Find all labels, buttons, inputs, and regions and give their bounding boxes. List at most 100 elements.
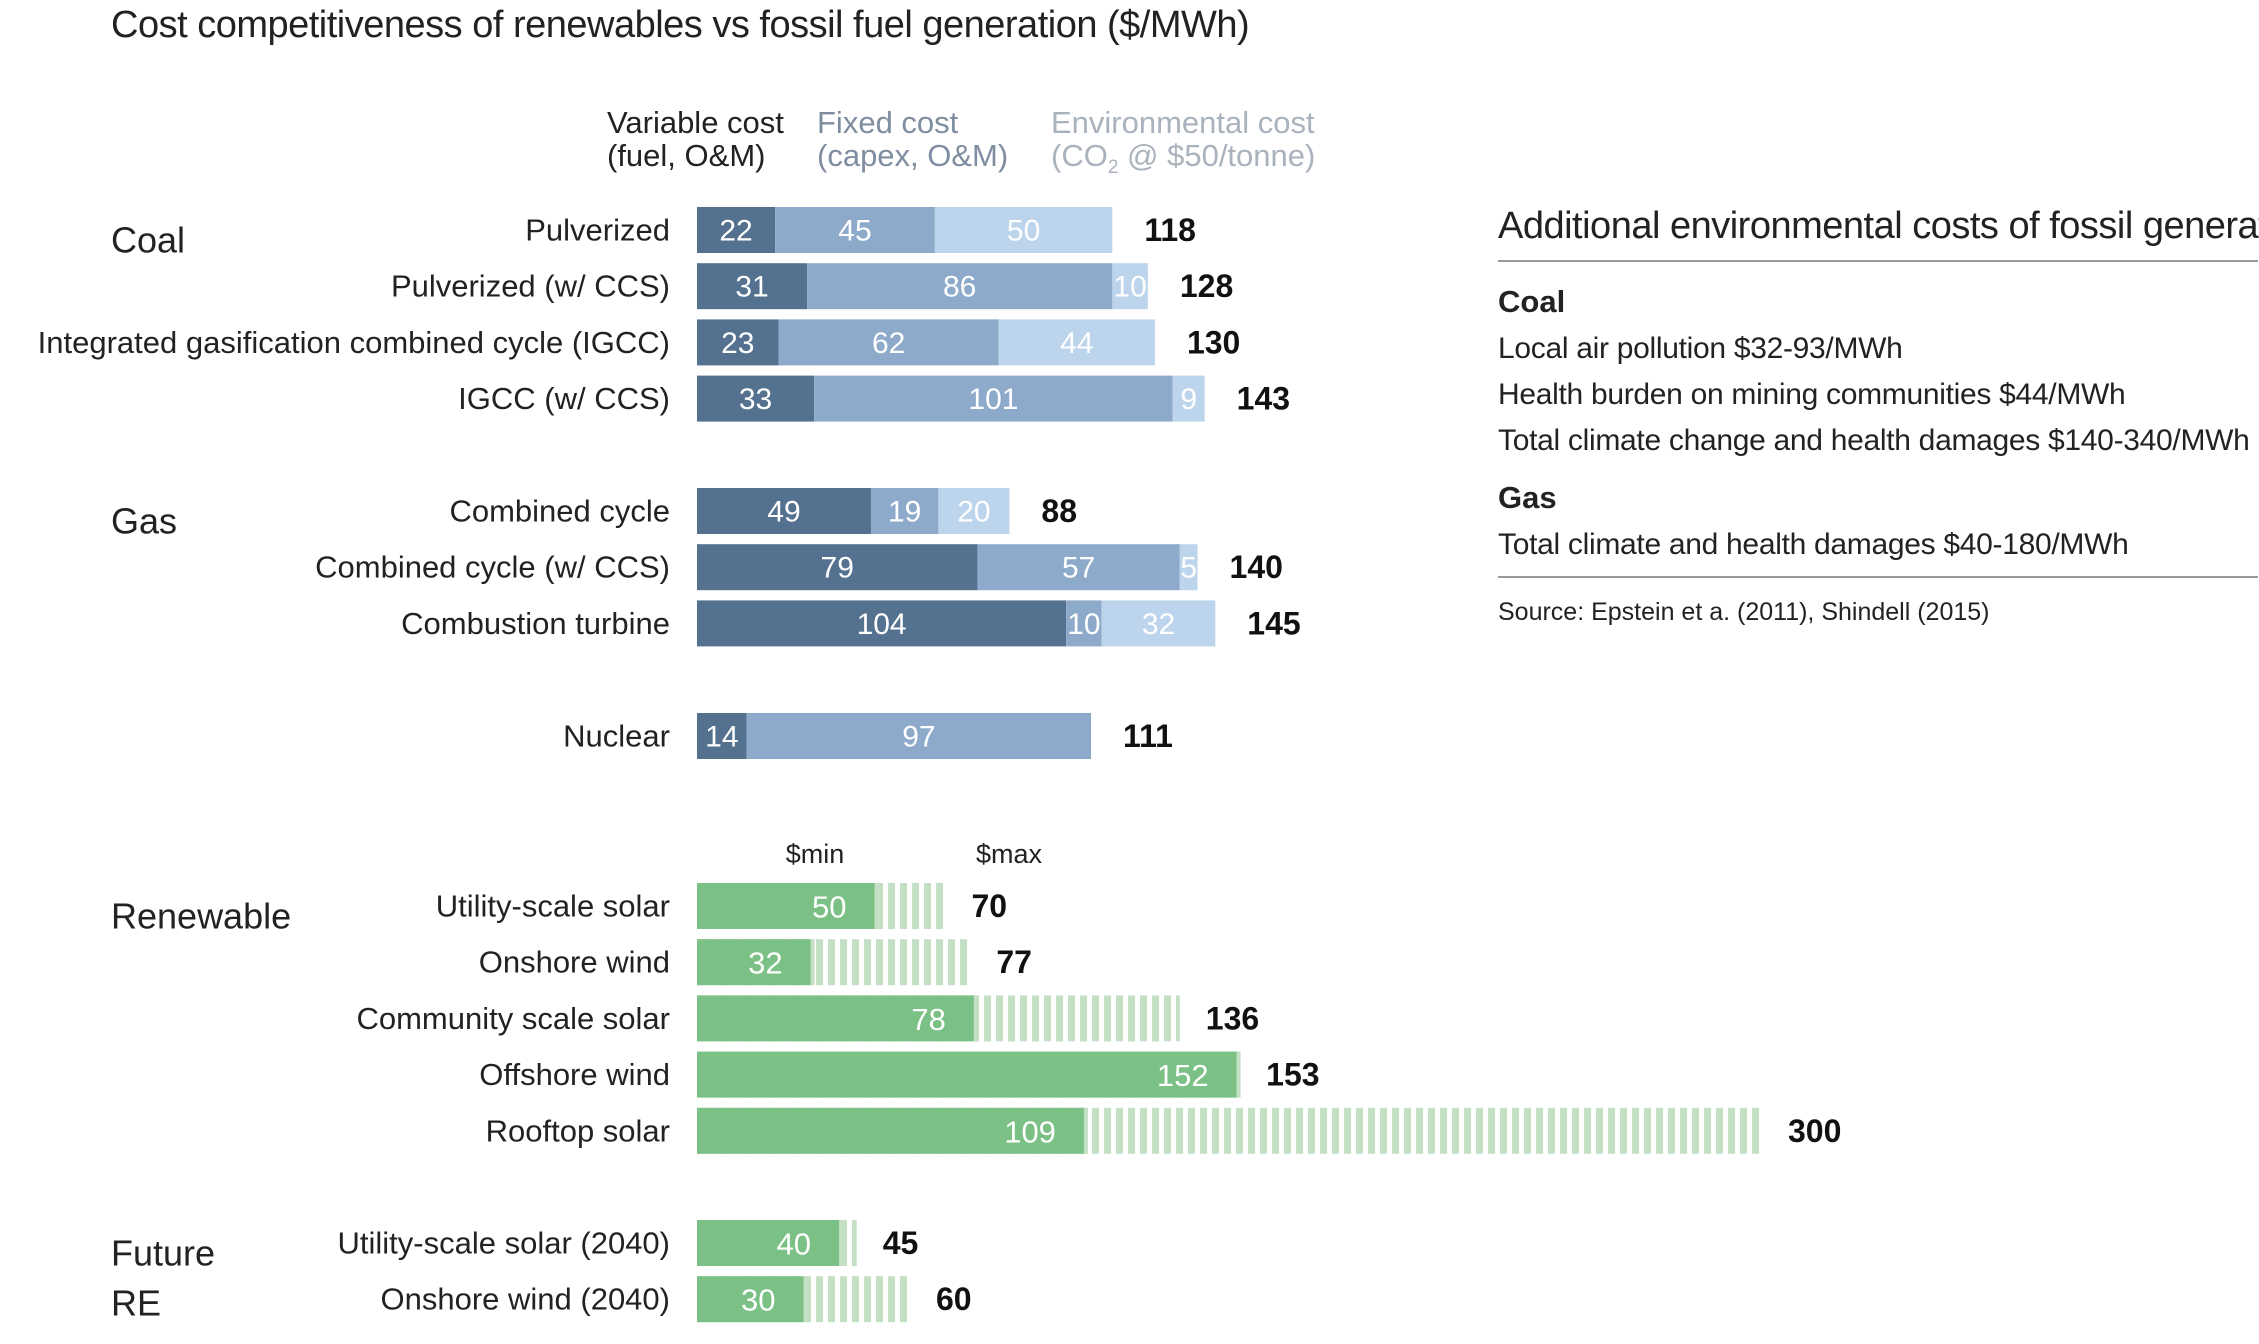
- segment-value-label: 62: [872, 327, 905, 360]
- row-label: Utility-scale solar (2040): [338, 1226, 671, 1261]
- fixed-cost-segment: [814, 375, 1173, 422]
- max-value-label: 136: [1206, 1000, 1259, 1036]
- total-value-label: 128: [1180, 268, 1233, 304]
- segment-value-label: 49: [767, 496, 800, 529]
- segment-value-label: 5: [1180, 552, 1197, 585]
- side-panel-top-rule: [1498, 260, 2258, 262]
- variable-cost-segment: [697, 319, 779, 366]
- min-max-divider: [874, 883, 879, 929]
- side-line-coal-mining-health: Health burden on mining communities $44/…: [1498, 378, 2126, 411]
- segment-value-label: 45: [838, 215, 871, 248]
- environmental-cost-segment: [934, 207, 1113, 253]
- row-label: Rooftop solar: [486, 1113, 670, 1148]
- row-label: Integrated gasification combined cycle (…: [38, 325, 670, 360]
- row-label: IGCC (w/ CCS): [458, 381, 670, 416]
- side-panel-bottom-rule: [1498, 576, 2258, 578]
- segment-value-label: 57: [1062, 552, 1095, 585]
- variable-cost-segment: [697, 207, 776, 253]
- row-label: Pulverized: [525, 213, 670, 248]
- min-value-label: 50: [812, 890, 846, 925]
- row-label: Onshore wind (2040): [381, 1282, 671, 1317]
- fixed-cost-segment: [807, 263, 1113, 310]
- min-cost-bar: [697, 1107, 1084, 1154]
- segment-value-label: 86: [943, 271, 976, 304]
- min-cost-bar: [697, 1276, 804, 1323]
- side-section-gas-heading: Gas: [1498, 480, 1557, 515]
- row-label: Offshore wind: [479, 1057, 670, 1092]
- legend-environmental-cost-line2: (CO2 @ $50/tonne): [1051, 139, 1315, 184]
- segment-value-label: 44: [1060, 327, 1093, 360]
- max-value-label: 70: [972, 888, 1008, 924]
- fixed-cost-segment: [1066, 600, 1102, 647]
- environmental-cost-segment: [1172, 375, 1205, 422]
- row-label: Combined cycle: [449, 494, 670, 529]
- segment-value-label: 14: [705, 721, 738, 754]
- segment-value-label: 9: [1180, 383, 1197, 416]
- side-section-coal-heading: Coal: [1498, 284, 1566, 319]
- environmental-cost-segment: [998, 319, 1155, 366]
- environmental-cost-segment: [1112, 263, 1148, 310]
- row-label: Nuclear: [563, 719, 670, 754]
- variable-cost-segment: [697, 600, 1067, 647]
- max-value-label: 153: [1266, 1057, 1319, 1093]
- min-value-label: 109: [1004, 1114, 1056, 1149]
- group-label-line: Future: [111, 1233, 215, 1274]
- fixed-cost-segment: [746, 713, 1092, 759]
- legend-env-line2-sub: 2: [1107, 157, 1119, 179]
- total-value-label: 118: [1144, 212, 1196, 248]
- row-label: Combined cycle (w/ CCS): [315, 550, 670, 585]
- side-line-coal-total-damages: Total climate change and health damages …: [1498, 424, 2250, 457]
- row-label: Onshore wind: [479, 945, 670, 980]
- min-max-divider: [803, 1276, 808, 1323]
- legend-variable-cost: Variable cost (fuel, O&M): [607, 106, 784, 172]
- variable-cost-segment: [697, 263, 808, 310]
- variable-cost-segment: [697, 488, 871, 534]
- range-max-label: $max: [976, 839, 1043, 869]
- min-max-divider: [839, 1220, 843, 1266]
- legend-variable-cost-line2: (fuel, O&M): [607, 138, 766, 173]
- total-value-label: 145: [1247, 605, 1300, 641]
- row-label: Combustion turbine: [401, 606, 670, 641]
- side-line-coal-air-pollution: Local air pollution $32-93/MWh: [1498, 332, 1903, 365]
- group-label: Renewable: [111, 896, 291, 937]
- row-label: Utility-scale solar: [436, 889, 670, 924]
- segment-value-label: 23: [721, 327, 754, 360]
- legend-variable-cost-line1: Variable cost: [607, 105, 784, 140]
- variable-cost-segment: [697, 375, 815, 422]
- fixed-cost-segment: [870, 488, 939, 534]
- environmental-cost-segment: [1101, 600, 1216, 647]
- environmental-cost-segment: [938, 488, 1010, 534]
- min-cost-bar: [697, 939, 811, 986]
- segment-value-label: 22: [719, 215, 752, 248]
- segment-value-label: 31: [735, 271, 768, 304]
- min-value-label: 78: [911, 1002, 945, 1037]
- group-label-line: RE: [111, 1283, 161, 1324]
- variable-cost-segment: [697, 713, 747, 759]
- segment-value-label: 97: [902, 721, 935, 754]
- side-line-gas-total-damages: Total climate and health damages $40-180…: [1498, 528, 2129, 561]
- min-max-divider: [810, 939, 815, 986]
- segment-value-label: 19: [888, 496, 921, 529]
- legend-fixed-cost-line1: Fixed cost: [817, 105, 959, 140]
- min-max-divider: [973, 995, 978, 1042]
- segment-value-label: 50: [1007, 215, 1040, 248]
- legend-env-line2-pre: (CO: [1051, 138, 1108, 173]
- chart-title: Cost competitiveness of renewables vs fo…: [111, 4, 1250, 46]
- min-value-label: 152: [1157, 1058, 1209, 1093]
- segment-value-label: 32: [1142, 608, 1175, 641]
- side-panel-title: Additional environmental costs of fossil…: [1498, 205, 2259, 247]
- row-label: Pulverized (w/ CCS): [391, 269, 670, 304]
- segment-value-label: 20: [957, 496, 990, 529]
- max-value-label: 300: [1788, 1113, 1841, 1149]
- min-cost-bar: [697, 883, 875, 929]
- source-note: Source: Epstein et a. (2011), Shindell (…: [1498, 598, 1990, 626]
- side-panel: Additional environmental costs of fossil…: [1498, 205, 2259, 627]
- min-max-divider: [1083, 1107, 1088, 1154]
- min-cost-bar: [697, 995, 974, 1042]
- max-value-label: 45: [883, 1225, 919, 1261]
- segment-value-label: 10: [1113, 271, 1146, 304]
- max-value-label: 60: [936, 1281, 972, 1317]
- min-value-label: 32: [748, 946, 782, 981]
- fixed-cost-segment: [775, 207, 935, 253]
